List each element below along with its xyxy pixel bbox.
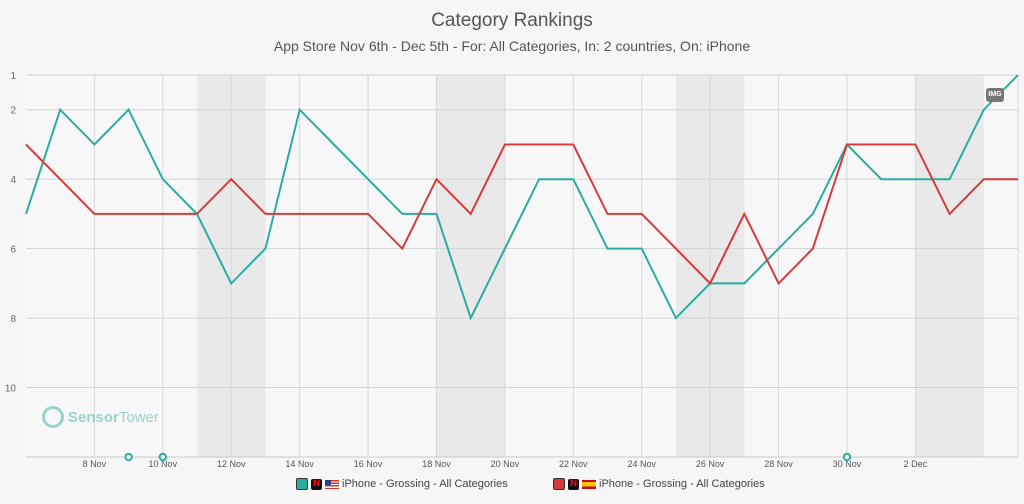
- event-marker: [842, 452, 852, 462]
- sensortower-watermark: SensorTower: [42, 406, 159, 428]
- legend-swatch-es: [553, 478, 565, 490]
- y-tick-label: 1: [10, 71, 16, 82]
- chart-legend: N iPhone - Grossing - All Categories N i…: [0, 478, 1024, 496]
- x-tick-label: 16 Nov: [354, 459, 383, 469]
- event-marker: [124, 452, 133, 462]
- event-marker: [158, 452, 168, 462]
- chart-subtitle: App Store Nov 6th - Dec 5th - For: All C…: [273, 38, 751, 54]
- x-tick-label: 8 Nov: [83, 459, 107, 469]
- x-tick-label: 18 Nov: [422, 459, 451, 469]
- series-line-us: [25, 74, 1019, 321]
- x-tick-label: 24 Nov: [627, 459, 656, 469]
- legend-swatch-us: [296, 478, 308, 490]
- netflix-app-icon: N: [568, 478, 579, 490]
- x-tick-label: 12 Nov: [217, 459, 246, 469]
- x-tick-label: 28 Nov: [764, 459, 793, 469]
- x-tick-label: 20 Nov: [491, 459, 520, 469]
- netflix-app-icon: N: [311, 478, 322, 490]
- x-tick-label: 30 Nov: [833, 459, 862, 469]
- y-tick-label: 2: [10, 106, 16, 117]
- chart-title: Category Rankings: [431, 10, 593, 31]
- x-tick-label: 22 Nov: [559, 459, 588, 469]
- legend-label-us: iPhone - Grossing - All Categories: [342, 478, 508, 490]
- y-tick-label: 4: [10, 175, 16, 186]
- sensortower-logo-icon: [42, 406, 64, 428]
- app-image-badge[interactable]: IMG: [986, 88, 1004, 102]
- us-flag-icon: [325, 479, 339, 489]
- weekend-band: [915, 75, 984, 457]
- watermark-text: SensorTower: [68, 408, 159, 426]
- x-tick-label: 10 Nov: [149, 459, 178, 469]
- y-tick-label: 10: [5, 384, 17, 395]
- legend-item-us[interactable]: N iPhone - Grossing - All Categories: [296, 478, 508, 490]
- y-tick-label: 6: [10, 245, 16, 256]
- weekend-band: [436, 75, 505, 457]
- series-line-es: [25, 143, 1018, 286]
- x-tick-label: 14 Nov: [285, 459, 314, 469]
- x-tick-label: 2 Dec: [904, 459, 928, 469]
- legend-label-es: iPhone - Grossing - All Categories: [599, 478, 765, 490]
- plot-area: [26, 75, 1018, 457]
- spain-flag-icon: [582, 479, 596, 489]
- legend-item-es[interactable]: N iPhone - Grossing - All Categories: [553, 478, 765, 490]
- x-tick-label: 26 Nov: [696, 459, 725, 469]
- y-tick-label: 8: [10, 314, 16, 325]
